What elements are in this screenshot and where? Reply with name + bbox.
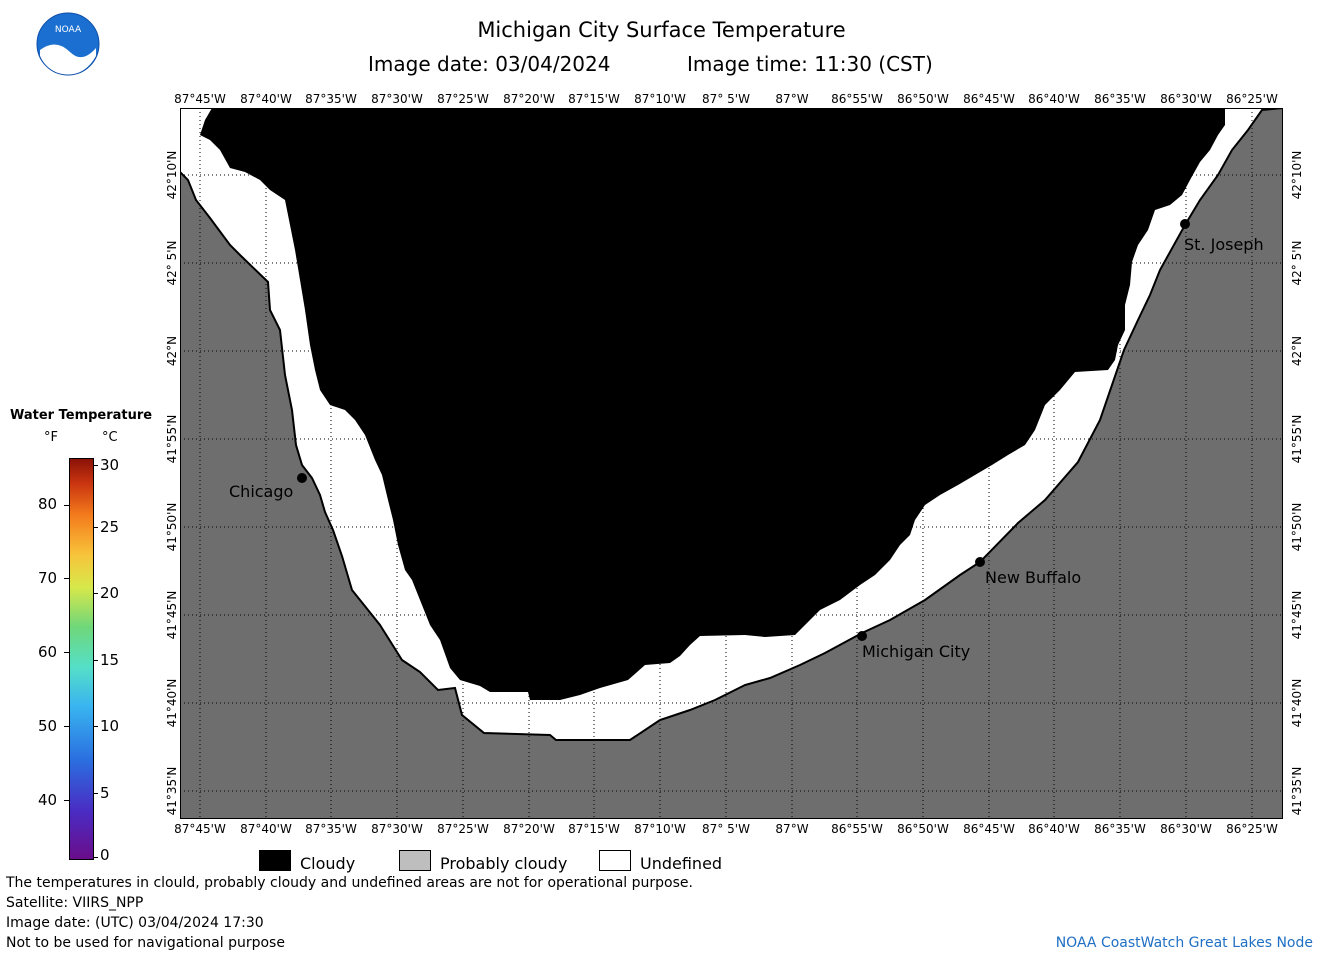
lon-label: 87°35'W [305,92,357,106]
lon-label: 86°30'W [1160,92,1212,106]
legend-label-undefined: Undefined [640,854,723,873]
legend-label-cloudy: Cloudy [300,854,356,873]
image-time: Image time: 11:30 (CST) [687,52,933,76]
lon-label: 87°45'W [174,92,226,106]
lat-label: 41°50'N [165,502,179,552]
colorbar-f-tick: 40 [38,791,58,809]
lat-label: 42°10'N [165,150,179,200]
colorbar-c-tick: 25 [100,518,120,536]
colorbar-gradient [69,458,94,860]
lat-label: 41°35'N [165,766,179,816]
new-buffalo-marker [975,557,985,567]
lon-label: 87° 5'W [702,822,750,836]
colorbar-unit-c: °C [102,430,118,445]
lon-label: 86°45'W [963,822,1015,836]
lon-label: 87°35'W [305,822,357,836]
st-joseph-marker [1180,219,1190,229]
michigan-city-marker [857,631,867,641]
colorbar-f-tick: 60 [38,643,58,661]
lat-label: 41°55'N [165,414,179,464]
lon-label: 87°30'W [371,92,423,106]
lon-label: 87°W [775,822,809,836]
lon-label: 86°50'W [897,822,949,836]
lat-label: 42° 5'N [165,240,179,286]
lon-label: 87°15'W [568,92,620,106]
lon-label: 86°40'W [1028,822,1080,836]
map-frame [180,108,1283,819]
lon-label: 86°35'W [1094,92,1146,106]
colorbar-c-tick: 0 [100,846,110,864]
lon-label: 87°15'W [568,822,620,836]
lon-label: 87°10'W [634,822,686,836]
lon-label: 87°10'W [634,92,686,106]
lon-label: 87°20'W [503,92,555,106]
footer-utc-date: Image date: (UTC) 03/04/2024 17:30 [6,915,264,931]
city-label-chicago: Chicago [229,482,294,501]
colorbar-f-tick: 70 [38,569,58,587]
lon-label: 86°50'W [897,92,949,106]
colorbar-c-tick: 15 [100,651,120,669]
legend-swatch-undefined [599,850,631,871]
lon-label: 86°45'W [963,92,1015,106]
logo-text: NOAA [55,25,82,35]
lon-label: 87°40'W [240,92,292,106]
colorbar-c-tick: 10 [100,717,120,735]
colorbar-c-tick: 5 [100,784,110,802]
lat-label: 41°35'N [1290,766,1304,816]
lon-label: 87°45'W [174,822,226,836]
lat-label: 41°40'N [165,678,179,728]
cloud-area [200,108,1225,700]
footer-satellite: Satellite: VIIRS_NPP [6,895,144,911]
lon-label: 87°40'W [240,822,292,836]
lat-label: 41°45'N [165,590,179,640]
colorbar-title: Water Temperature [10,408,153,423]
lon-label: 87°W [775,92,809,106]
lat-label: 42°10'N [1290,150,1304,200]
colorbar-f-tick: 80 [38,495,58,513]
noaa-logo: NOAA [36,12,100,76]
city-label-st-joseph: St. Joseph [1184,235,1264,254]
lat-label: 41°55'N [1290,414,1304,464]
colorbar-c-tick: 30 [100,456,120,474]
city-label-new-buffalo: New Buffalo [985,568,1082,587]
lon-label: 87°25'W [437,92,489,106]
colorbar-f-tick: 50 [38,717,58,735]
legend-label-probably-cloudy: Probably cloudy [440,854,568,873]
lon-label: 86°55'W [831,822,883,836]
lat-label: 41°45'N [1290,590,1304,640]
image-date: Image date: 03/04/2024 [368,52,611,76]
lon-label: 86°55'W [831,92,883,106]
lon-label: 87°20'W [503,822,555,836]
lat-label: 41°40'N [1290,678,1304,728]
lon-label: 86°30'W [1160,822,1212,836]
lon-label: 86°25'W [1226,92,1278,106]
lon-label: 86°40'W [1028,92,1080,106]
lon-label: 87°30'W [371,822,423,836]
colorbar-unit-f: °F [44,430,58,445]
lon-label: 87°25'W [437,822,489,836]
legend-swatch-cloudy [259,850,291,871]
lat-label: 42° 5'N [1290,240,1304,286]
footer-credit: NOAA CoastWatch Great Lakes Node [1055,935,1313,951]
legend-swatch-probably-cloudy [399,850,431,871]
chicago-marker [297,473,307,483]
colorbar-c-tick: 20 [100,584,120,602]
lon-label: 86°25'W [1226,822,1278,836]
footer-note: The temperatures in clould, probably clo… [6,875,693,891]
city-label-michigan-city: Michigan City [862,642,971,661]
lat-label: 42°N [165,335,179,367]
lat-label: 42°N [1290,335,1304,367]
page-title: Michigan City Surface Temperature [477,18,846,42]
lon-label: 86°35'W [1094,822,1146,836]
lat-label: 41°50'N [1290,502,1304,552]
lon-label: 87° 5'W [702,92,750,106]
footer-nav-warning: Not to be used for navigational purpose [6,935,285,951]
